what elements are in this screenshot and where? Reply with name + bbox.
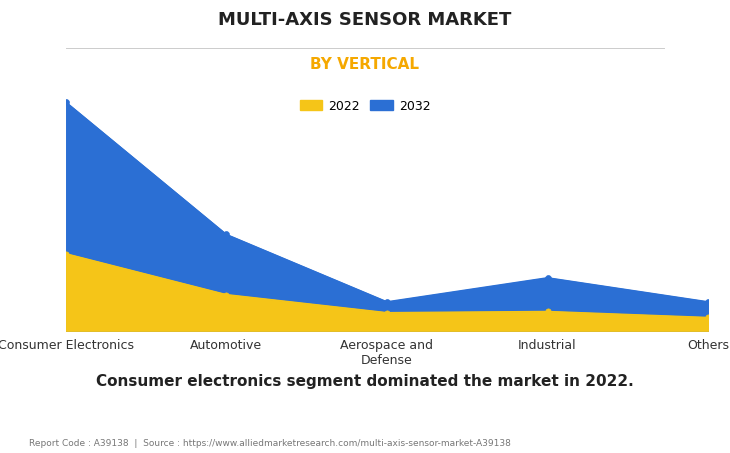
- Point: [542, 308, 553, 315]
- Text: Consumer electronics segment dominated the market in 2022.: Consumer electronics segment dominated t…: [96, 374, 634, 389]
- Point: [381, 298, 393, 305]
- Point: [381, 309, 393, 316]
- Text: BY VERTICAL: BY VERTICAL: [310, 57, 420, 72]
- Point: [220, 291, 232, 298]
- Point: [60, 250, 72, 257]
- Point: [220, 231, 232, 238]
- Point: [60, 98, 72, 106]
- Legend: 2022, 2032: 2022, 2032: [295, 95, 435, 118]
- Point: [702, 298, 714, 305]
- Text: Report Code : A39138  |  Source : https://www.alliedmarketresearch.com/multi-axi: Report Code : A39138 | Source : https://…: [29, 439, 511, 448]
- Point: [542, 274, 553, 281]
- Text: MULTI-AXIS SENSOR MARKET: MULTI-AXIS SENSOR MARKET: [218, 11, 512, 29]
- Point: [702, 314, 714, 321]
